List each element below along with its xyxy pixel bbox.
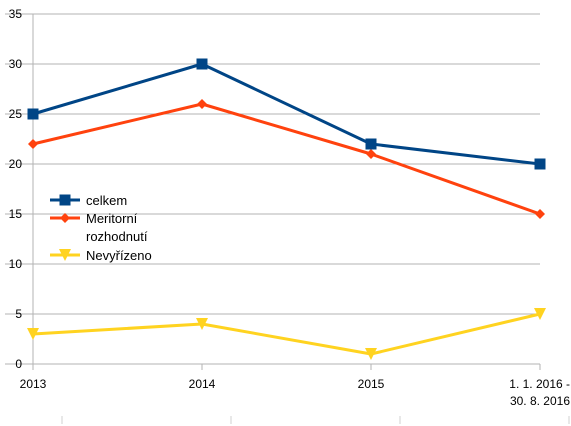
x-tick-label-line: 2013	[20, 377, 47, 391]
x-tick-label: 2013	[20, 377, 47, 391]
legend-label-line: Meritorní	[86, 211, 138, 226]
series-celkem	[27, 58, 546, 170]
x-tick-label: 2015	[358, 377, 385, 391]
series-group	[27, 58, 546, 360]
legend-swatch-marker	[59, 249, 71, 261]
legend-item: Nevyřízeno	[50, 248, 152, 263]
x-tick-label: 2014	[189, 377, 216, 391]
data-point	[534, 308, 546, 320]
gridlines	[5, 13, 540, 365]
axes: 0 5 10 15 20 25 30 35 2013 2014 2015 1. 1. 2016 - 30…	[9, 7, 570, 424]
data-point	[365, 138, 377, 150]
series-nevy-zeno	[27, 308, 546, 360]
legend-label: Meritorní rozhodnutí	[86, 211, 148, 244]
y-tick-label: 30	[9, 57, 23, 71]
data-point	[534, 158, 546, 170]
legend-swatch-marker	[60, 213, 70, 223]
series-line	[32, 102, 541, 216]
legend-swatch-marker	[59, 194, 71, 206]
data-point	[197, 99, 207, 109]
data-point	[196, 58, 208, 70]
data-point	[535, 209, 545, 219]
series-line	[32, 312, 541, 356]
data-point	[196, 318, 208, 330]
y-tick-label: 0	[15, 357, 22, 371]
legend-label-line: celkem	[86, 193, 127, 208]
legend-label: Nevyřízeno	[86, 248, 152, 263]
legend-label-line: rozhodnutí	[86, 229, 148, 244]
series-meritorn-	[28, 99, 545, 219]
data-point	[28, 139, 38, 149]
legend: celkem Meritorní rozhodnutí Nevyřízeno	[50, 193, 152, 263]
legend-item: celkem	[50, 193, 127, 208]
y-tick-label: 20	[9, 157, 23, 171]
x-tick-label-line: 30. 8. 2016	[510, 394, 570, 408]
data-point	[365, 348, 377, 360]
x-tick-label-line: 2014	[189, 377, 216, 391]
y-tick-label: 15	[9, 207, 23, 221]
x-tick-label: 1. 1. 2016 - 30. 8. 2016	[509, 377, 570, 408]
data-point	[27, 108, 39, 120]
y-tick-label: 5	[15, 307, 22, 321]
x-tick-label-line: 1. 1. 2016 -	[509, 377, 570, 391]
data-point	[27, 328, 39, 340]
y-tick-label: 25	[9, 107, 23, 121]
data-point	[366, 149, 376, 159]
x-tick-label-line: 2015	[358, 377, 385, 391]
y-tick-label: 10	[9, 257, 23, 271]
series-line	[32, 62, 541, 166]
legend-label: celkem	[86, 193, 127, 208]
y-tick-label: 35	[9, 7, 23, 21]
legend-item: Meritorní rozhodnutí	[50, 211, 148, 244]
legend-label-line: Nevyřízeno	[86, 248, 152, 263]
